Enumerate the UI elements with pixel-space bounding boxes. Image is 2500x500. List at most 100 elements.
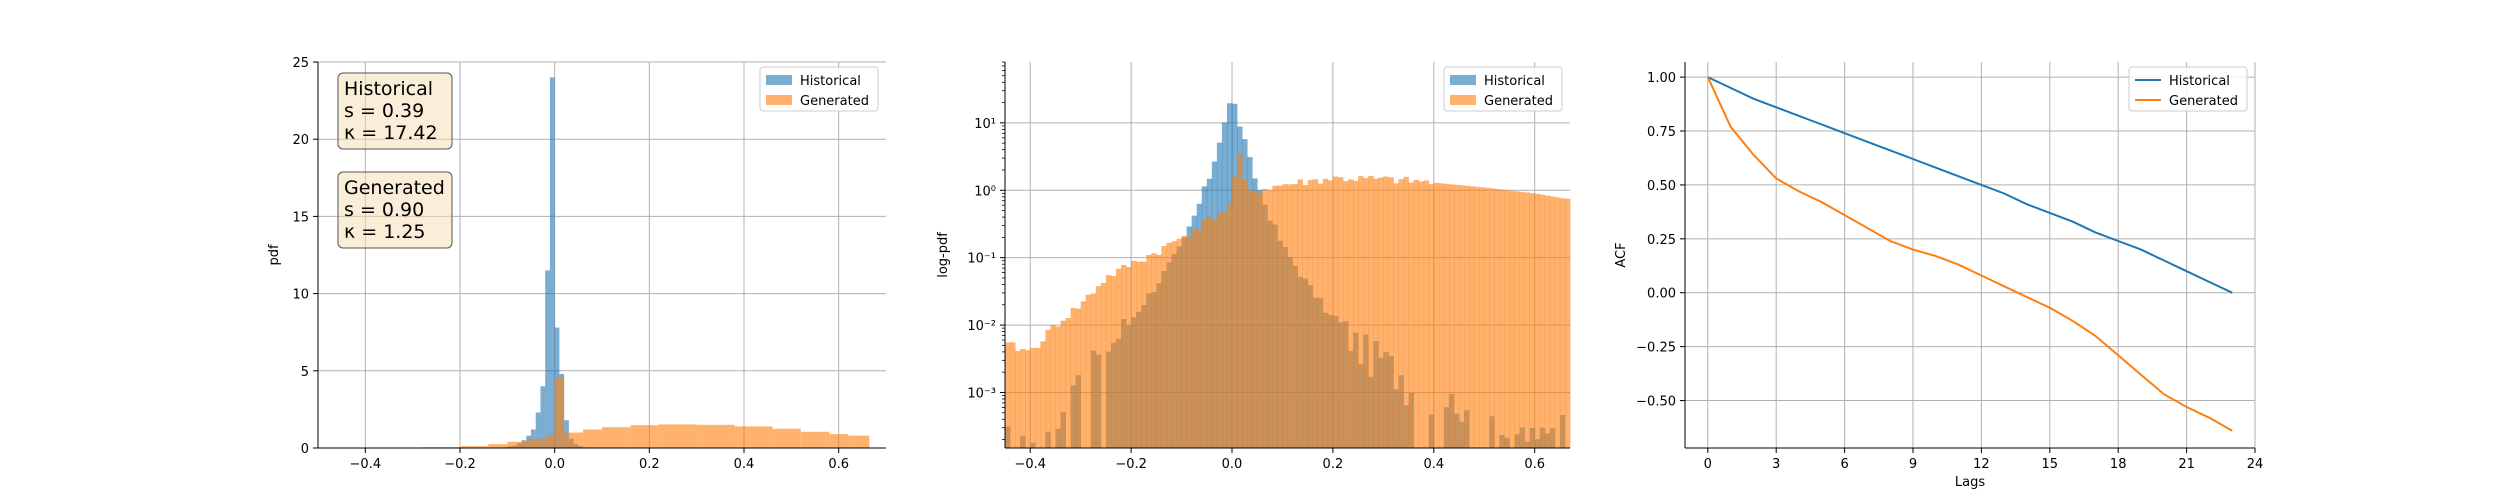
generated-bar: [1393, 183, 1399, 448]
generated-bar: [1438, 183, 1445, 448]
generated-bar: [1141, 261, 1147, 448]
generated-bar: [507, 441, 527, 448]
x-tick-label: −0.2: [444, 457, 476, 472]
acf-panel: 0 3 6 9 12 15 18 21 24 −0.50 −0.25 0.00 0.25 0.50 0.75…: [1614, 62, 2263, 490]
generated-bar: [1181, 235, 1188, 448]
generated-bar: [1297, 179, 1304, 448]
generated-bar: [1564, 198, 1571, 448]
generated-bar: [1342, 181, 1349, 448]
x-tick-label: −0.4: [1014, 457, 1046, 472]
generated-bar: [1337, 177, 1344, 448]
generated-bar: [1302, 185, 1309, 448]
y-tick-label: 5: [301, 365, 309, 380]
generated-bar: [1090, 293, 1097, 448]
generated-bar: [800, 431, 830, 448]
generated-bar: [1363, 178, 1369, 448]
x-tick-label: 24: [2247, 457, 2264, 472]
generated-bar: [554, 376, 565, 448]
generated-bar: [1469, 186, 1475, 448]
historical-bar: [545, 270, 550, 448]
generated-bar: [1267, 190, 1273, 448]
generated-bar: [1312, 179, 1319, 448]
generated-bar: [1322, 178, 1329, 448]
generated-bar: [1216, 212, 1223, 448]
generated-bar: [488, 444, 508, 448]
stat-text: κ = 1.25: [344, 221, 426, 243]
generated-bar: [1176, 238, 1182, 448]
generated-bar: [1232, 176, 1238, 448]
generated-bar: [1534, 193, 1541, 448]
generated-bar: [1186, 236, 1193, 448]
generated-bar: [1206, 216, 1213, 448]
generated-bar: [696, 424, 735, 448]
generated-bar: [1499, 189, 1505, 448]
generated-bar: [1055, 326, 1061, 448]
generated-bar: [583, 429, 602, 448]
generated-bar: [1257, 193, 1263, 448]
generated-bar: [1378, 177, 1384, 448]
legend-label: Historical: [800, 74, 861, 89]
generated-bar: [1247, 189, 1253, 448]
stat-text: s = 0.90: [344, 199, 424, 221]
generated-bar: [1479, 187, 1485, 448]
stat-text: Historical: [344, 78, 433, 100]
y-tick-label: 10⁻²: [967, 319, 996, 334]
generated-bar: [1459, 185, 1465, 449]
generated-bar: [1191, 229, 1198, 448]
legend-label: Generated: [800, 94, 869, 109]
legend-label: Historical: [1484, 74, 1545, 89]
generated-bar: [1171, 241, 1177, 448]
generated-bar: [1544, 195, 1551, 448]
generated-bar: [1453, 184, 1460, 448]
generated-bar: [1201, 219, 1208, 448]
generated-bar: [1549, 196, 1556, 448]
generated-bar: [1166, 242, 1172, 448]
x-tick-label: 0: [1704, 457, 1712, 472]
generated-bar: [1332, 176, 1339, 448]
generated-bar: [1151, 253, 1157, 448]
generated-bar: [1433, 182, 1440, 448]
generated-bar: [1070, 308, 1077, 448]
generated-bar: [1494, 188, 1500, 449]
x-tick-label: 0.6: [828, 457, 849, 472]
generated-bar: [1448, 184, 1455, 448]
generated-bar: [1237, 153, 1243, 449]
generated-bar: [1161, 245, 1167, 448]
generated-bar: [1474, 186, 1480, 449]
x-axis-label: Lags: [1955, 475, 1985, 490]
x-tick-label: 15: [2042, 457, 2059, 472]
generated-bar: [1307, 180, 1314, 448]
x-tick-label: 0.2: [639, 457, 660, 472]
x-tick-label: 0.6: [1524, 457, 1545, 472]
generated-bar: [1282, 184, 1288, 449]
stat-text: s = 0.39: [344, 100, 424, 122]
x-tick-label: 0.0: [544, 457, 565, 472]
generated-bar: [1423, 180, 1430, 448]
y-axis-label: pdf: [267, 244, 282, 266]
y-tick-label: 1.00: [1647, 71, 1676, 86]
generated-bar: [1403, 176, 1409, 448]
generated-bar: [1464, 185, 1470, 448]
generated-bar: [1085, 294, 1092, 448]
generated-bar: [829, 434, 849, 448]
y-tick-label: 0.25: [1647, 233, 1676, 248]
generated-bar: [1080, 301, 1087, 448]
x-tick-label: 12: [1973, 457, 1990, 472]
y-tick-label: 0.50: [1647, 179, 1676, 194]
stat-text: Generated: [344, 177, 445, 199]
generated-bar: [1252, 190, 1258, 448]
generated-bar: [1050, 325, 1056, 448]
generated-bar: [1035, 347, 1041, 448]
generated-bar: [772, 428, 801, 448]
generated-bar: [630, 425, 659, 448]
generated-bar: [1075, 308, 1082, 448]
generated-bar: [1146, 254, 1152, 448]
historical-acf-line: [1707, 76, 2233, 294]
generated-bars: [422, 376, 870, 448]
generated-bar: [1110, 276, 1117, 448]
generated-bar: [1115, 268, 1122, 448]
generated-bar: [734, 426, 773, 448]
generated-bar: [1388, 177, 1394, 448]
generated-bar: [602, 427, 631, 448]
generated-bar: [1519, 191, 1525, 448]
